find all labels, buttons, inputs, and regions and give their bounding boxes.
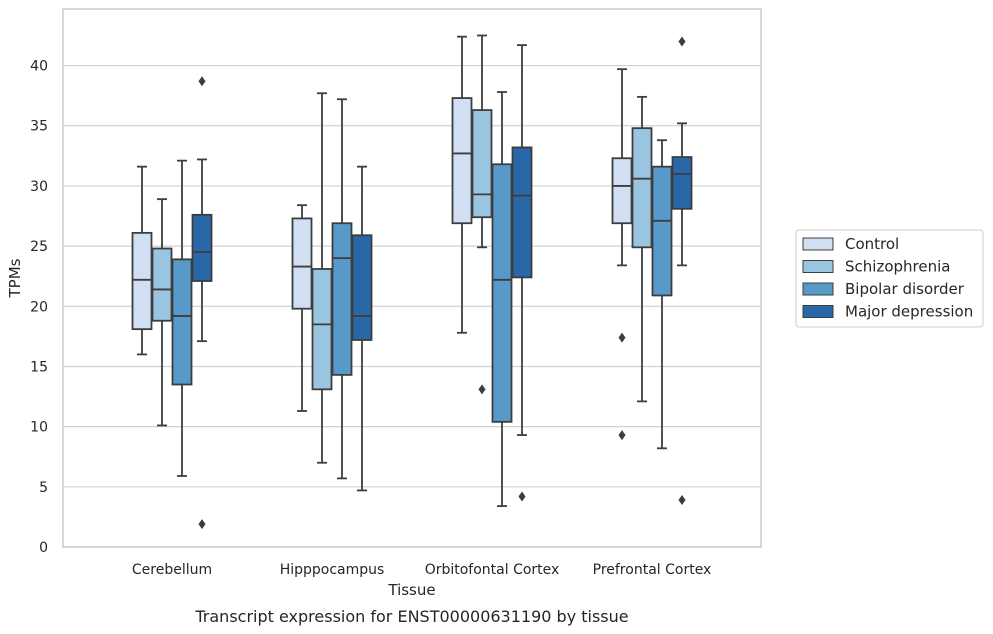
box-bipolar-disorder: [651, 139, 673, 450]
legend-label: Schizophrenia: [845, 258, 950, 276]
box-iqr: [611, 157, 633, 225]
x-tick-label: Prefrontal Cortex: [593, 562, 712, 578]
box-iqr: [471, 109, 493, 219]
legend-label: Control: [845, 235, 899, 253]
box-control: [291, 204, 313, 412]
box-bipolar-disorder: [491, 91, 513, 507]
chart-caption: Transcript expression for ENST0000063119…: [194, 607, 628, 626]
y-tick-label: 0: [39, 540, 48, 556]
box-iqr: [191, 213, 213, 282]
plot-frame: [62, 8, 762, 548]
box-schizophrenia: [151, 198, 173, 427]
boxplot-marks: [131, 34, 693, 530]
legend-label: Major depression: [845, 303, 973, 321]
box-iqr: [151, 247, 173, 322]
outlier-point: [198, 76, 206, 87]
x-tick-label: Cerebellum: [132, 562, 212, 578]
legend-swatch: [802, 237, 834, 251]
outlier-point: [478, 384, 486, 395]
legend-frame: [795, 229, 984, 328]
y-tick-label: 20: [30, 299, 48, 315]
box-iqr: [311, 268, 333, 391]
box-iqr: [511, 146, 533, 279]
box-iqr: [171, 258, 193, 386]
box-iqr: [671, 156, 693, 210]
y-tick-label: 5: [39, 480, 48, 496]
y-axis-ticks: 0 5 10 15 20 25 30 35 40: [30, 59, 48, 556]
box-iqr: [451, 97, 473, 225]
box-control: [451, 35, 473, 334]
box-schizophrenia: [311, 92, 333, 464]
box-schizophrenia: [471, 34, 493, 395]
outlier-point: [618, 332, 626, 343]
y-tick-label: 25: [30, 239, 48, 255]
outlier-point: [678, 36, 686, 47]
outlier-point: [198, 519, 206, 530]
box-iqr: [291, 217, 313, 310]
outlier-point: [678, 495, 686, 506]
box-major-depression: [191, 76, 213, 530]
y-tick-label: 30: [30, 179, 48, 195]
legend-swatch: [802, 305, 834, 318]
box-major-depression: [511, 44, 533, 502]
x-tick-label: Hipppocampus: [280, 562, 385, 578]
box-bipolar-disorder: [171, 159, 193, 477]
box-iqr: [651, 165, 673, 297]
box-iqr: [331, 222, 353, 376]
x-axis-title: Tissue: [387, 581, 435, 599]
box-major-depression: [351, 165, 373, 492]
legend: Control Schizophrenia Bipolar disorder Majo…: [795, 229, 984, 328]
box-bipolar-disorder: [331, 98, 353, 480]
box-iqr: [351, 234, 373, 341]
box-schizophrenia: [631, 95, 653, 403]
y-tick-label: 15: [30, 359, 48, 375]
box-control: [131, 165, 153, 356]
box-iqr: [131, 231, 153, 331]
box-iqr: [631, 127, 653, 249]
legend-swatch: [802, 260, 834, 273]
y-tick-label: 35: [30, 119, 48, 135]
outlier-point: [618, 430, 626, 441]
y-tick-label: 40: [30, 59, 48, 75]
x-axis-ticks: Cerebellum Hipppocampus Orbitofontal Corte…: [132, 562, 711, 578]
y-tick-label: 10: [30, 420, 48, 436]
box-major-depression: [671, 36, 693, 506]
x-tick-label: Orbitofontal Cortex: [425, 562, 560, 578]
box-control: [611, 68, 633, 441]
box-iqr: [491, 163, 513, 423]
legend-swatch: [802, 282, 834, 296]
legend-label: Bipolar disorder: [845, 280, 965, 298]
y-axis-title: TPMs: [6, 258, 24, 298]
outlier-point: [518, 491, 526, 502]
